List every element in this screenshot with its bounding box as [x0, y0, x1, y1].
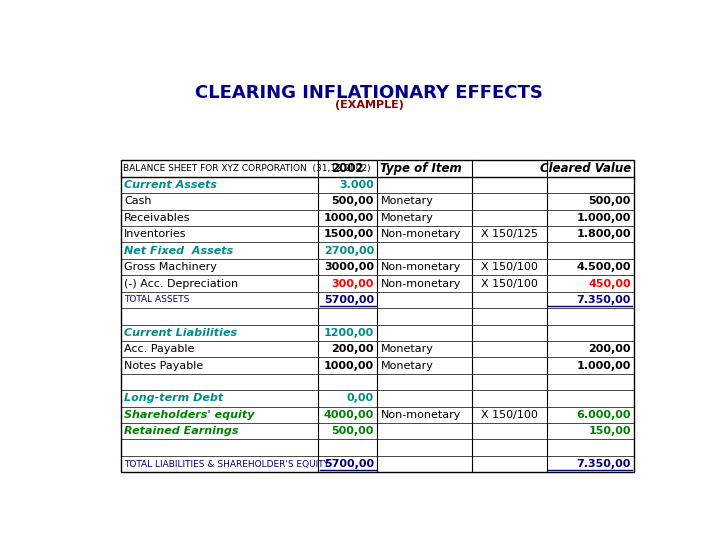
Text: X 150/100: X 150/100 — [481, 262, 538, 272]
Text: Current Assets: Current Assets — [124, 180, 217, 190]
Text: Type of Item: Type of Item — [380, 162, 462, 175]
Text: X 150/100: X 150/100 — [481, 279, 538, 288]
Text: Monetary: Monetary — [381, 197, 433, 206]
Text: 5700,00: 5700,00 — [324, 459, 374, 469]
Text: 1.000,00: 1.000,00 — [576, 361, 631, 370]
Text: Non-monetary: Non-monetary — [381, 262, 461, 272]
Text: Net Fixed  Assets: Net Fixed Assets — [124, 246, 233, 256]
Text: 1500,00: 1500,00 — [324, 230, 374, 239]
Text: Cleared Value: Cleared Value — [540, 162, 631, 175]
Text: 0,00: 0,00 — [347, 394, 374, 403]
Text: 500,00: 500,00 — [332, 197, 374, 206]
Text: TOTAL LIABILITIES & SHAREHOLDER'S EQUITY: TOTAL LIABILITIES & SHAREHOLDER'S EQUITY — [124, 460, 329, 469]
Text: 6.000,00: 6.000,00 — [576, 410, 631, 420]
Bar — [121, 160, 634, 473]
Text: 200,00: 200,00 — [331, 344, 374, 354]
Text: Non-monetary: Non-monetary — [381, 410, 461, 420]
Text: Notes Payable: Notes Payable — [124, 361, 203, 370]
Text: 3000,00: 3000,00 — [324, 262, 374, 272]
Text: 1200,00: 1200,00 — [324, 328, 374, 338]
Text: BALANCE SHEET FOR XYZ CORPORATION  (31,12,2002): BALANCE SHEET FOR XYZ CORPORATION (31,12… — [124, 164, 371, 173]
Text: Acc. Payable: Acc. Payable — [124, 344, 194, 354]
Text: 7.350,00: 7.350,00 — [576, 295, 631, 305]
Text: 3.000: 3.000 — [339, 180, 374, 190]
Text: 1.000,00: 1.000,00 — [576, 213, 631, 223]
Text: Cash: Cash — [124, 197, 151, 206]
Text: 4.500,00: 4.500,00 — [576, 262, 631, 272]
Text: Non-monetary: Non-monetary — [381, 279, 461, 288]
Text: Retained Earnings: Retained Earnings — [124, 426, 238, 436]
Text: Monetary: Monetary — [381, 361, 433, 370]
Text: 7.350,00: 7.350,00 — [576, 459, 631, 469]
Text: 1.800,00: 1.800,00 — [576, 230, 631, 239]
Text: Gross Machinery: Gross Machinery — [124, 262, 217, 272]
Text: X 150/125: X 150/125 — [481, 230, 538, 239]
Text: CLEARING INFLATIONARY EFFECTS: CLEARING INFLATIONARY EFFECTS — [195, 84, 543, 102]
Text: X 150/100: X 150/100 — [481, 410, 538, 420]
Text: (-) Acc. Depreciation: (-) Acc. Depreciation — [124, 279, 238, 288]
Text: Current Liabilities: Current Liabilities — [124, 328, 237, 338]
Text: Non-monetary: Non-monetary — [381, 230, 461, 239]
Text: 500,00: 500,00 — [332, 426, 374, 436]
Text: 450,00: 450,00 — [588, 279, 631, 288]
Text: TOTAL ASSETS: TOTAL ASSETS — [124, 295, 189, 305]
Text: 150,00: 150,00 — [588, 426, 631, 436]
Text: Receivables: Receivables — [124, 213, 191, 223]
Text: 1000,00: 1000,00 — [324, 213, 374, 223]
Text: 300,00: 300,00 — [332, 279, 374, 288]
Text: 2700,00: 2700,00 — [324, 246, 374, 256]
Text: 2002: 2002 — [332, 162, 364, 175]
Text: 1000,00: 1000,00 — [324, 361, 374, 370]
Text: Monetary: Monetary — [381, 344, 433, 354]
Text: (EXAMPLE): (EXAMPLE) — [335, 100, 403, 110]
Text: Monetary: Monetary — [381, 213, 433, 223]
Text: Inventories: Inventories — [124, 230, 186, 239]
Text: 4000,00: 4000,00 — [324, 410, 374, 420]
Text: 200,00: 200,00 — [588, 344, 631, 354]
Text: Shareholders' equity: Shareholders' equity — [124, 410, 255, 420]
Text: 5700,00: 5700,00 — [324, 295, 374, 305]
Text: 500,00: 500,00 — [588, 197, 631, 206]
Text: Long-term Debt: Long-term Debt — [124, 394, 223, 403]
